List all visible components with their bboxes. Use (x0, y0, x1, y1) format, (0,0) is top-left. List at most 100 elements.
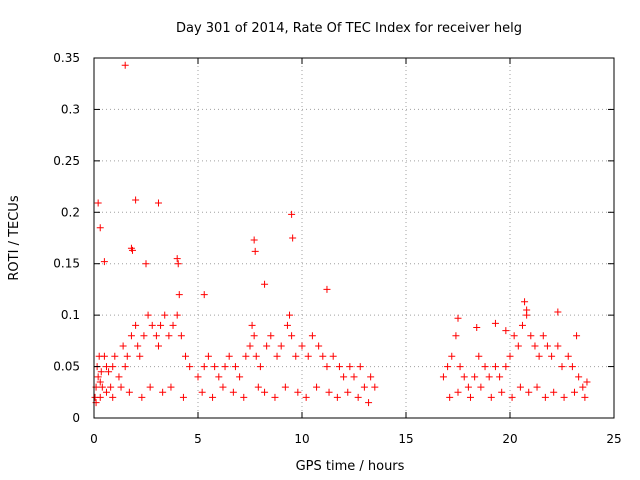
data-point (308, 332, 316, 340)
data-point (117, 383, 125, 391)
data-point (128, 246, 136, 254)
data-point (115, 373, 123, 381)
data-point (159, 388, 167, 396)
data-point (548, 352, 556, 360)
data-point (525, 388, 533, 396)
data-point (109, 363, 117, 371)
data-point (356, 363, 364, 371)
data-point (246, 342, 254, 350)
y-axis-label: ROTI / TECUs (7, 195, 22, 280)
data-point (132, 196, 140, 204)
data-point (573, 332, 581, 340)
data-point (211, 363, 219, 371)
data-point (288, 210, 296, 218)
x-tick-label: 25 (606, 432, 621, 446)
data-point (439, 373, 447, 381)
data-point (225, 352, 233, 360)
data-point (302, 393, 310, 401)
data-point (219, 383, 227, 391)
data-point (533, 383, 541, 391)
data-point (508, 393, 516, 401)
data-point (315, 342, 323, 350)
data-point (531, 342, 539, 350)
data-point (173, 255, 181, 263)
data-point (560, 393, 568, 401)
data-point (100, 258, 108, 266)
data-point (286, 311, 294, 319)
data-point (454, 388, 462, 396)
data-point (446, 393, 454, 401)
data-point (460, 373, 468, 381)
data-point (261, 388, 269, 396)
data-point (182, 352, 190, 360)
data-point (221, 363, 229, 371)
data-point (252, 352, 260, 360)
data-point (142, 260, 150, 268)
data-point (177, 332, 185, 340)
data-point (304, 352, 312, 360)
data-point (94, 199, 102, 207)
data-point (277, 342, 285, 350)
data-point (344, 388, 352, 396)
data-point (510, 332, 518, 340)
data-point (152, 332, 160, 340)
data-point (444, 363, 452, 371)
y-tick-label: 0.15 (53, 257, 80, 271)
data-point (491, 319, 499, 327)
data-point (354, 393, 362, 401)
data-point (454, 314, 462, 322)
data-point (498, 388, 506, 396)
data-point (346, 363, 354, 371)
data-point (107, 383, 115, 391)
data-point (248, 321, 256, 329)
data-point (523, 306, 531, 314)
data-point (558, 363, 566, 371)
data-point (98, 383, 106, 391)
data-point (96, 378, 104, 386)
plot-frame (93, 57, 615, 419)
data-point (464, 383, 472, 391)
data-point (448, 352, 456, 360)
data-point (146, 383, 154, 391)
data-point (179, 393, 187, 401)
y-tick-label: 0.25 (53, 154, 80, 168)
data-point (456, 363, 464, 371)
data-point (267, 332, 275, 340)
data-point (554, 308, 562, 316)
data-point (200, 363, 208, 371)
data-point (109, 393, 117, 401)
data-point (579, 383, 587, 391)
data-point (543, 342, 551, 350)
data-point (541, 393, 549, 401)
data-point (452, 332, 460, 340)
data-point (360, 383, 368, 391)
data-point (583, 378, 591, 386)
data-point (471, 373, 479, 381)
data-point (134, 342, 142, 350)
x-tick-label: 0 (90, 432, 98, 446)
data-point (96, 224, 104, 232)
x-axis-ticks: 0 5 10 15 20 25 (90, 58, 622, 446)
data-point (194, 373, 202, 381)
data-point (367, 373, 375, 381)
data-point (119, 342, 127, 350)
data-point (535, 352, 543, 360)
data-point (105, 368, 113, 376)
data-point (251, 247, 259, 255)
data-points (91, 61, 591, 407)
data-point (209, 393, 217, 401)
data-point (516, 383, 524, 391)
data-point (100, 352, 108, 360)
data-point (288, 332, 296, 340)
data-point (144, 311, 152, 319)
data-point (581, 393, 589, 401)
data-point (154, 199, 162, 207)
data-point (502, 363, 510, 371)
data-point (298, 342, 306, 350)
data-point (165, 332, 173, 340)
data-point (527, 332, 535, 340)
data-point (292, 352, 300, 360)
data-point (173, 311, 181, 319)
